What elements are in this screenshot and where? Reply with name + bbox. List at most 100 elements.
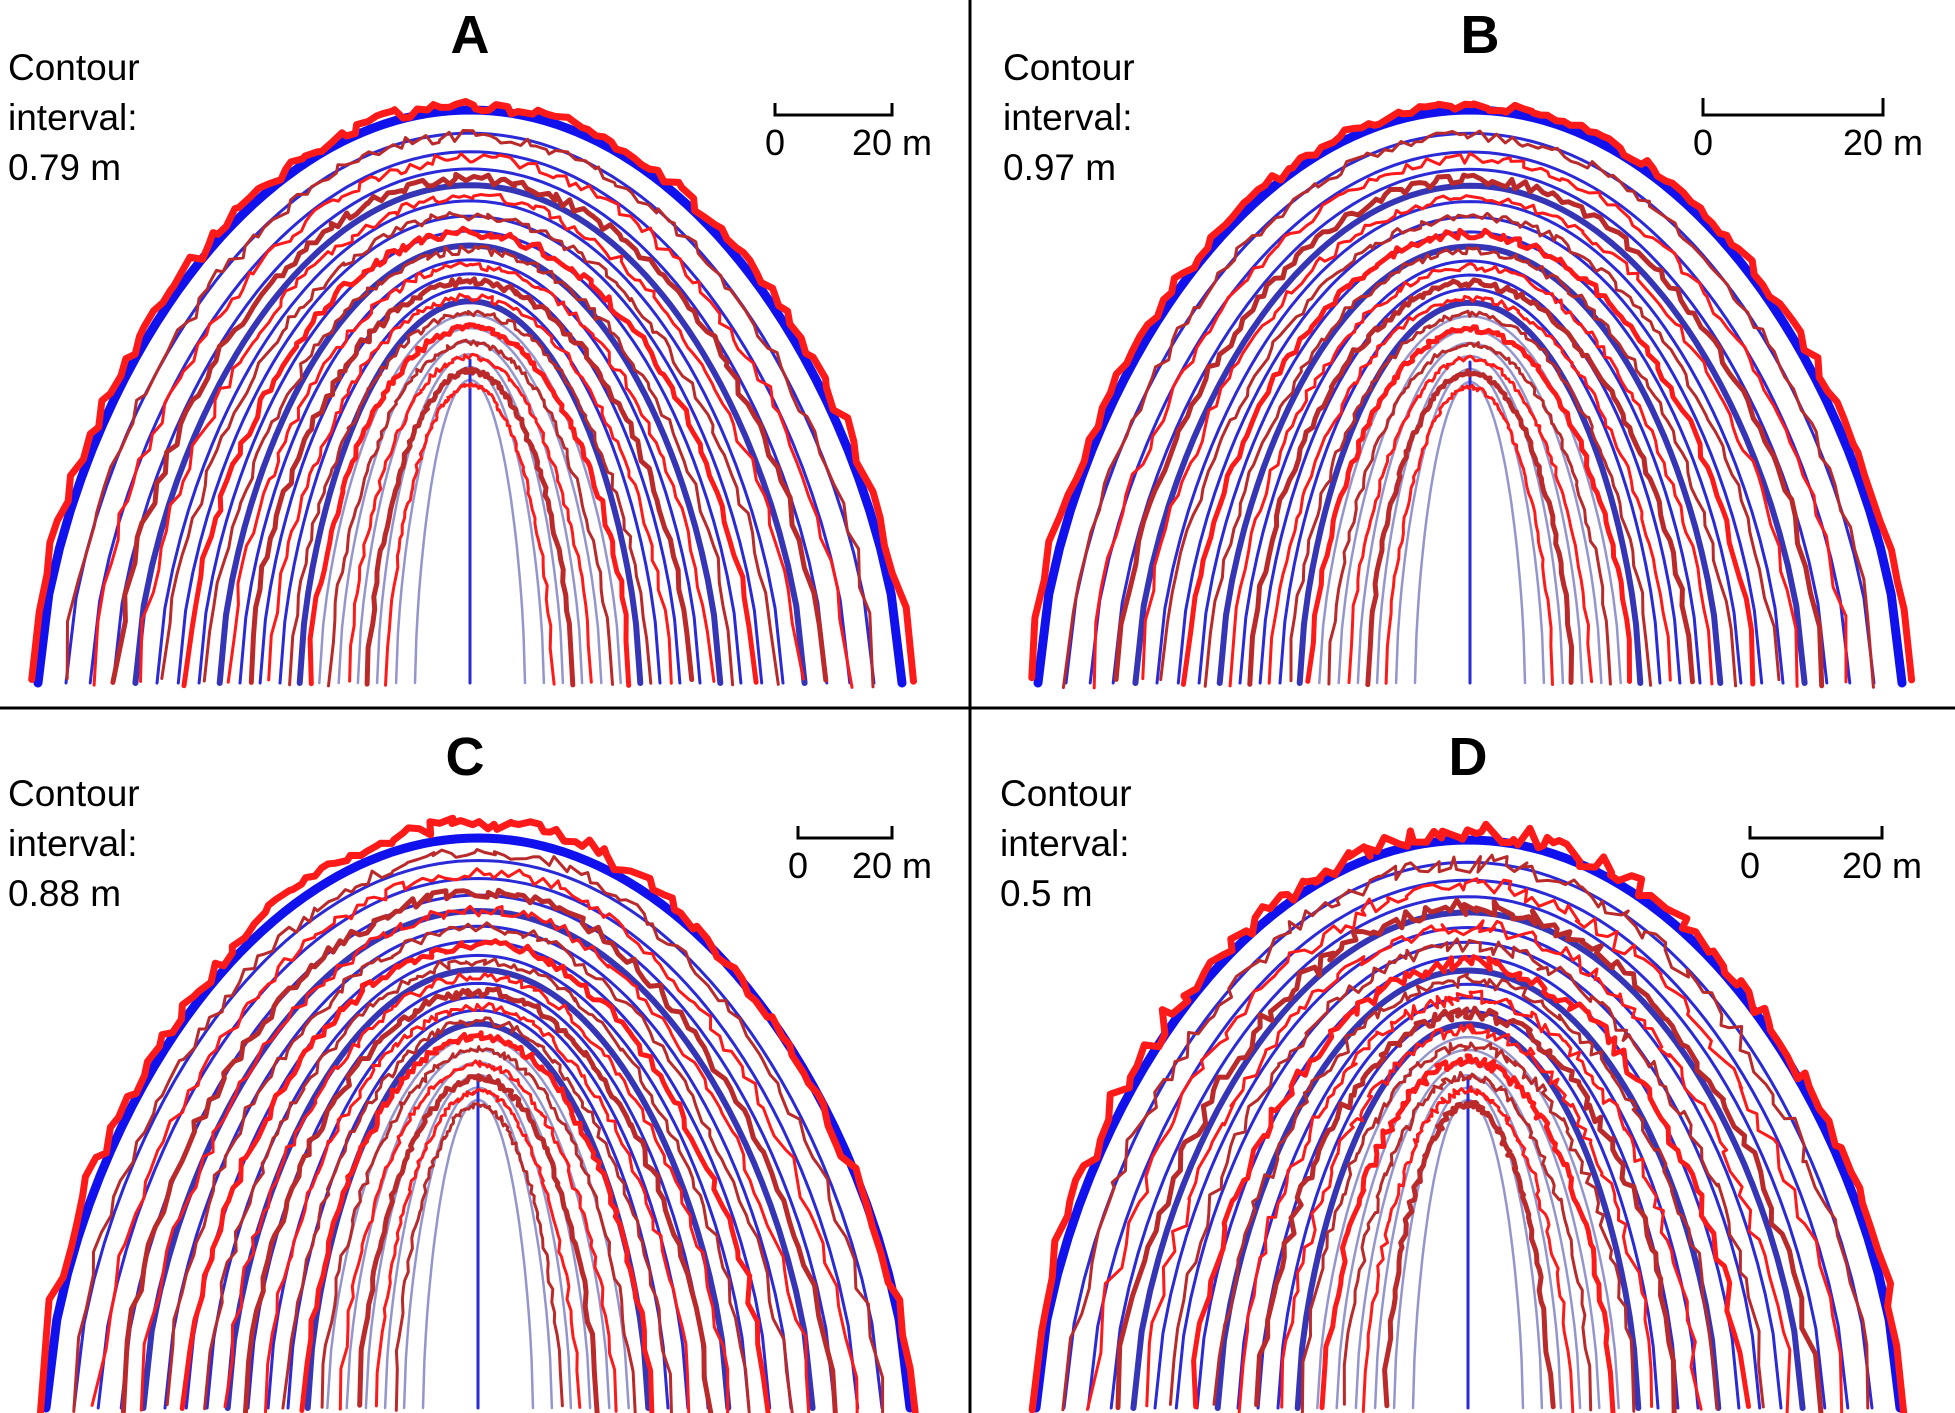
- panel-b-observed-contour-16: [1365, 368, 1575, 688]
- panel-a-observed-contour-5: [139, 193, 805, 683]
- panel-a-observed-contour-2: [65, 129, 875, 689]
- panel-c-contour-label: Contour: [8, 773, 140, 814]
- panel-a-observed-contour-9: [226, 261, 716, 684]
- panel-d-observed-contour-15: [1361, 1085, 1575, 1413]
- panel-c-observed-contour-15: [338, 1059, 618, 1413]
- panel-b-observed-contour-8: [1203, 246, 1738, 688]
- panel-a-model-contour-7: [176, 214, 764, 685]
- panel-a-observed-contour-3: [92, 152, 854, 689]
- panel-d-observed-contour-4: [1115, 897, 1824, 1413]
- panel-b-scale-bar: 0 20 m: [1693, 98, 1923, 163]
- panel-b-observed-contour-15: [1347, 354, 1594, 684]
- panel-a-observed-contour-15: [348, 352, 593, 684]
- panel-a-model-contour-3: [88, 150, 852, 685]
- panel-a-model-contour-12: [278, 286, 662, 685]
- panel-c-scale-bar: 0 20 m: [788, 826, 932, 886]
- panel-c-observed-contour-6: [165, 921, 794, 1413]
- panel-b-observed-contour-11: [1267, 294, 1672, 685]
- panel-a: A Contour interval: 0.79 m 0 20 m: [8, 5, 932, 689]
- panel-c-observed-contour-5: [139, 904, 811, 1413]
- panel-d-scale-end: 20 m: [1842, 845, 1922, 886]
- panel-b-model-contour-2: [1064, 131, 1876, 685]
- panel-c-observed-contour-2: [72, 848, 885, 1413]
- panel-a-observed-contour-11: [267, 292, 673, 685]
- panel-b-scale-end: 20 m: [1843, 122, 1923, 163]
- panel-a-scale-bar-line: [773, 103, 894, 117]
- panel-c-contour-value: 0.88 m: [8, 873, 121, 914]
- panel-b-observed-contour-6: [1159, 212, 1781, 682]
- panel-c-observed-contour-11: [264, 1001, 691, 1413]
- panel-c-observed-contour-12: [281, 1016, 673, 1413]
- panel-a-letter: A: [451, 5, 490, 65]
- panel-a-model-contour-6: [155, 199, 785, 685]
- panel-c-letter: C: [446, 727, 485, 787]
- panel-c-observed-contour-14: [320, 1045, 637, 1413]
- panel-b-model-contour-12: [1278, 287, 1662, 685]
- panel-a-scale-end: 20 m: [852, 122, 932, 163]
- panel-b-model-contour-11: [1258, 273, 1682, 685]
- panel-c-model-contour-2: [72, 859, 884, 1410]
- panel-d-observed-contour-2: [1061, 853, 1870, 1412]
- panel-d-observed-contour-5: [1145, 919, 1792, 1413]
- panel-a-model-contour-4: [111, 167, 829, 685]
- panel-c-model-contour-6: [163, 924, 793, 1410]
- panel-b-observed-contour-9: [1228, 262, 1714, 688]
- panel-b-model-contour-5: [1132, 182, 1808, 686]
- panel-a-contour-value: 0.79 m: [8, 147, 121, 188]
- panel-c-observed-contour-17: [374, 1087, 582, 1409]
- panel-b-model-contour-6: [1155, 200, 1785, 685]
- panel-d-scale-bar-line: [1748, 826, 1884, 840]
- panel-a-observed-contour-10: [248, 276, 695, 685]
- panel-d-scale-bar: 0 20 m: [1740, 826, 1922, 886]
- panel-b-contour-label: Contour: [1003, 47, 1135, 88]
- panel-b-observed-contour-13: [1305, 324, 1632, 684]
- panel-a-observed-contour-17: [384, 381, 556, 687]
- panel-d-observed-contour-12: [1300, 1041, 1636, 1413]
- panel-c-observed-contour-7: [179, 938, 771, 1413]
- panel-a-observed-contour-14: [327, 338, 614, 688]
- panel-c-model-contour-8: [205, 953, 751, 1410]
- panel-b-observed-contour-7: [1180, 227, 1756, 687]
- panel-c-model-contour-9: [224, 966, 732, 1411]
- panel-d-letter: D: [1449, 727, 1488, 787]
- panel-b-observed-contour-12: [1289, 309, 1653, 687]
- panel-c-observed-contour-1: [37, 814, 919, 1413]
- panel-b-model-contour-1: [1033, 105, 1907, 688]
- panel-c-observed-contour-3: [90, 867, 859, 1413]
- panel-c-observed-contour-16: [357, 1073, 600, 1413]
- panel-a-model-contour-5: [132, 182, 808, 686]
- panel-b-observed-contour-17: [1384, 383, 1554, 686]
- panel-c-contours: [37, 814, 919, 1413]
- panel-a-scale-start: 0: [765, 122, 785, 163]
- panel-d-observed-contour-13: [1319, 1053, 1616, 1413]
- panel-a-observed-contour-6: [160, 211, 780, 686]
- panel-a-model-contour-9: [216, 242, 724, 686]
- panel-c-observed-contour-4: [120, 887, 838, 1413]
- panel-c: C Contour interval: 0.88 m 0 20 m: [8, 727, 932, 1413]
- panel-b-observed-contour-1: [1028, 100, 1916, 684]
- panel-c-contour-label-2: interval:: [8, 823, 138, 864]
- panel-c-scale-bar-line: [796, 826, 894, 840]
- panel-a-scale-bar: 0 20 m: [765, 103, 932, 163]
- panel-d-contours: [1028, 820, 1908, 1413]
- panel-a-model-contour-1: [33, 105, 907, 688]
- panel-b-scale-start: 0: [1693, 122, 1713, 163]
- panel-d-observed-contour-10: [1254, 1005, 1677, 1413]
- panel-a-contour-label: Contour: [8, 47, 140, 88]
- panel-b-observed-contour-2: [1061, 129, 1875, 690]
- panel-d-scale-start: 0: [1740, 845, 1760, 886]
- panel-d-observed-contour-1: [1028, 820, 1908, 1413]
- panel-a-observed-contour-1: [28, 98, 917, 685]
- panel-b-model-contour-3: [1088, 150, 1852, 685]
- panel-b-contours: [1028, 100, 1916, 690]
- panel-a-observed-contour-13: [307, 322, 632, 688]
- panel-d-model-contour-4: [1109, 895, 1827, 1410]
- panel-d-observed-contour-6: [1168, 937, 1765, 1409]
- panel-b-observed-contour-3: [1092, 152, 1848, 690]
- panel-b-observed-contour-10: [1247, 277, 1695, 687]
- panel-a-contour-label-2: interval:: [8, 97, 138, 138]
- panel-c-observed-contour-10: [243, 986, 714, 1413]
- panel-a-observed-contour-7: [181, 225, 759, 689]
- panel-b-contour-value: 0.97 m: [1003, 147, 1116, 188]
